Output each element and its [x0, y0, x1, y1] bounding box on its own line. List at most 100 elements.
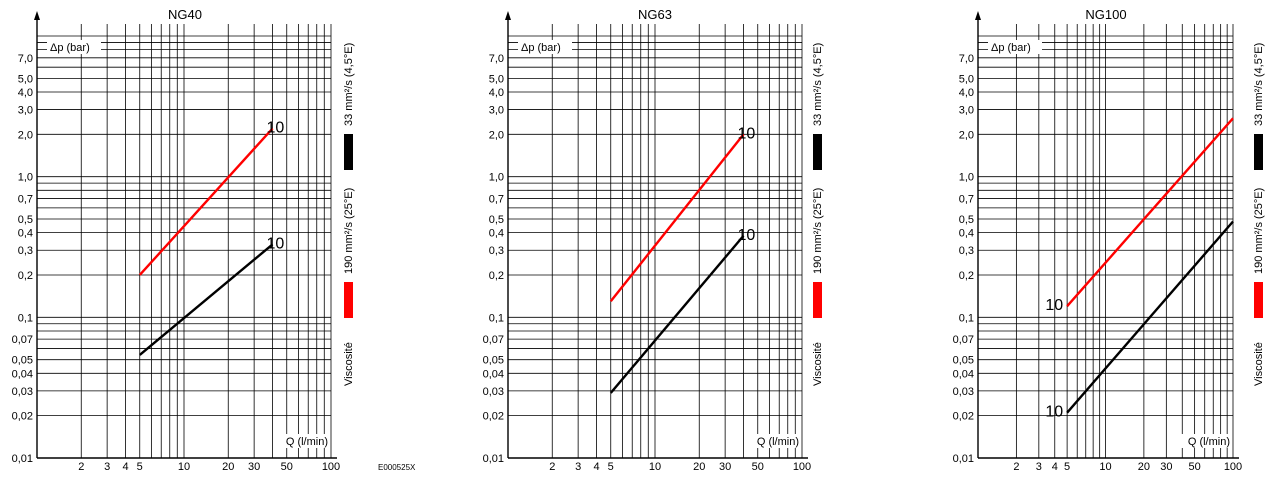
y-tick-label: 1,0: [489, 172, 504, 184]
y-tick-label: 2,0: [489, 129, 504, 141]
y-tick-label: 0,01: [12, 453, 33, 465]
y-tick-label: 0,3: [489, 245, 504, 257]
series-line: [138, 243, 274, 356]
y-tick-label: 0,02: [483, 411, 504, 423]
y-tick-label: 0,5: [18, 214, 33, 226]
y-tick-label: 0,05: [12, 355, 33, 367]
x-tick-label: 4: [593, 461, 599, 473]
y-tick-label: 0,04: [953, 368, 974, 380]
y-tick-label: 0,07: [12, 334, 33, 346]
chart-panel-ng40: 0,01 0,02 0,03 0,040,05 0,07 0,1 0,2 0,3 0,4 0,5 0…: [12, 7, 355, 473]
x-axis-label-bg: [1175, 434, 1231, 448]
y-tick-label: 0,05: [483, 355, 504, 367]
y-tick-label: 0,01: [953, 453, 974, 465]
series-start-label: 10: [1045, 404, 1063, 421]
y-axis-arrow: [975, 11, 981, 20]
legend-swatch-black: [344, 134, 353, 170]
y-tick-label: 0,5: [959, 214, 974, 226]
y-tick-label: 1,0: [959, 172, 974, 184]
series-end-label: 10: [267, 235, 285, 252]
x-tick-label: 2: [1013, 461, 1019, 473]
x-tick-label: 10: [1099, 461, 1111, 473]
x-tick-label: 50: [1188, 461, 1200, 473]
y-tick-label: 7,0: [959, 53, 974, 65]
y-tick-label: 0,4: [489, 228, 504, 240]
x-axis-label: Q (l/min): [1188, 436, 1230, 448]
y-tick-label: 0,03: [483, 386, 504, 398]
x-tick-label: 20: [693, 461, 705, 473]
x-tick-label: 5: [1064, 461, 1070, 473]
legend-swatch-red: [1254, 282, 1263, 318]
x-tick-label: 30: [1160, 461, 1172, 473]
y-tick-label: 0,07: [953, 334, 974, 346]
series-line: [1066, 220, 1234, 414]
y-tick-label: 0,5: [489, 214, 504, 226]
y-tick-label: 1,0: [18, 172, 33, 184]
viscosity-legend: Viscosité 190 mm²/s (25°E) 33 mm²/s (4,5°E…: [812, 43, 824, 386]
x-tick-label: 50: [281, 461, 293, 473]
legend-title: Viscosité: [1253, 342, 1265, 386]
chart-panel-ng100: 0,01 0,02 0,03 0,040,05 0,07 0,1 0,2 0,3 0,4 0,5 0…: [953, 7, 1265, 473]
chart-title: NG63: [638, 7, 672, 22]
y-tick-label: 5,0: [489, 73, 504, 85]
x-tick-label: 4: [1052, 461, 1058, 473]
x-axis-label-bg: [273, 434, 329, 448]
x-axis-label-bg: [744, 434, 800, 448]
y-tick-label: 5,0: [959, 73, 974, 85]
x-tick-label: 20: [222, 461, 234, 473]
y-tick-label: 0,03: [12, 386, 33, 398]
x-tick-label: 5: [137, 461, 143, 473]
x-tick-label: 20: [1138, 461, 1150, 473]
y-tick-label: 0,4: [18, 228, 33, 240]
y-tick-label: 0,2: [489, 270, 504, 282]
y-tick-label: 0,02: [12, 411, 33, 423]
y-tick-label: 2,0: [18, 129, 33, 141]
y-tick-label: 2,0: [959, 129, 974, 141]
series-end-label: 10: [267, 119, 285, 136]
y-tick-label: 0,04: [483, 368, 504, 380]
y-tick-label: 0,1: [959, 312, 974, 324]
y-tick-label: 0,4: [959, 228, 974, 240]
y-tick-label: 3,0: [18, 105, 33, 117]
y-tick-label: 0,03: [953, 386, 974, 398]
y-tick-label: 3,0: [959, 105, 974, 117]
y-tick-label: 0,04: [12, 368, 33, 380]
y-tick-label: 0,1: [489, 312, 504, 324]
y-tick-label: 0,01: [483, 453, 504, 465]
y-axis-label-bg: [518, 40, 572, 54]
y-tick-label: 7,0: [18, 53, 33, 65]
x-tick-label: 100: [793, 461, 811, 473]
chart-panel-ng63: 0,01 0,02 0,03 0,040,05 0,07 0,1 0,2 0,3 0,4 0,5 0…: [483, 7, 824, 473]
y-axis-label-bg: [988, 40, 1042, 54]
legend-swatch-red: [344, 282, 353, 318]
y-tick-label: 0,7: [18, 193, 33, 205]
x-tick-label: 4: [122, 461, 128, 473]
series-start-label: 10: [1045, 297, 1063, 314]
series-line: [609, 235, 745, 394]
viscosity-legend: Viscosité 190 mm²/s (25°E) 33 mm²/s (4,5°E…: [1253, 43, 1265, 386]
y-tick-label: 3,0: [489, 105, 504, 117]
y-tick-label: 7,0: [489, 53, 504, 65]
viscosity-legend: Viscosité 190 mm²/s (25°E) 33 mm²/s (4,5°E…: [343, 43, 355, 386]
x-axis-label: Q (l/min): [286, 436, 328, 448]
y-tick-label: 0,2: [18, 270, 33, 282]
series-line: [609, 133, 745, 303]
y-tick-label: 0,07: [483, 334, 504, 346]
y-tick-label: 4,0: [959, 87, 974, 99]
y-tick-label: 0,7: [959, 193, 974, 205]
series-end-label: 10: [738, 125, 756, 142]
x-tick-label: 2: [549, 461, 555, 473]
x-axis-label: Q (l/min): [757, 436, 799, 448]
y-tick-label: 0,3: [18, 245, 33, 257]
chart-title: NG100: [1085, 7, 1126, 22]
x-tick-label: 100: [322, 461, 340, 473]
legend-title: Viscosité: [812, 342, 824, 386]
x-tick-label: 2: [78, 461, 84, 473]
x-tick-label: 30: [719, 461, 731, 473]
legend-label-190: 190 mm²/s (25°E): [1253, 188, 1265, 274]
y-tick-label: 0,1: [18, 312, 33, 324]
legend-label-33: 33 mm²/s (4,5°E): [1253, 43, 1265, 126]
x-tick-label: 5: [608, 461, 614, 473]
